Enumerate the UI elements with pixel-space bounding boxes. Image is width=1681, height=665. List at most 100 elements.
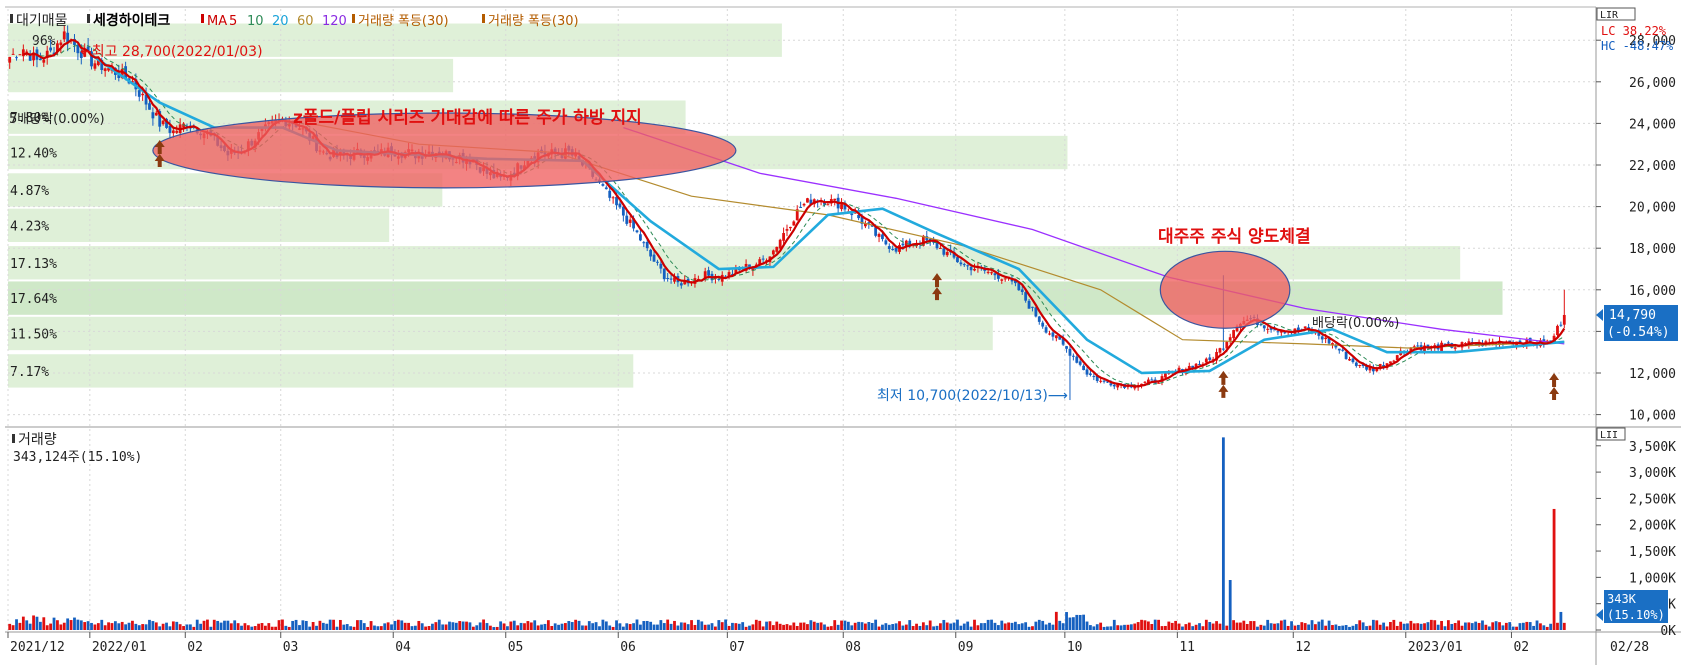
major-holder-annotation: 대주주 주식 양도체결 xyxy=(1158,227,1311,247)
candle-body-41 xyxy=(148,103,151,110)
volume-bar-50 xyxy=(178,624,182,630)
legend-stock-name[interactable]: 세경하이테크 xyxy=(93,12,170,29)
volume-bar-149 xyxy=(516,625,520,630)
candle-body-214 xyxy=(737,269,741,271)
volume-bar-182 xyxy=(628,624,632,630)
volume-bar-138 xyxy=(478,622,482,630)
candle-body-281 xyxy=(966,265,970,267)
candle-body-47 xyxy=(168,125,172,133)
volume-bar-86 xyxy=(301,620,305,630)
volume-bar-253 xyxy=(870,622,874,630)
candle-body-232 xyxy=(799,206,803,208)
candle-body-221 xyxy=(761,258,765,260)
volume-bar-411 xyxy=(1409,620,1413,630)
volume-bar-4 xyxy=(21,616,25,630)
volume-bar-336 xyxy=(1153,619,1157,630)
volume-bar-91 xyxy=(318,620,322,630)
price-tick-label-9: 10,000 xyxy=(1629,409,1676,424)
volume-bar-248 xyxy=(853,622,857,630)
volume-bar-361 xyxy=(1239,622,1242,630)
candle-body-247 xyxy=(850,213,854,216)
volume-bar-168 xyxy=(581,625,584,630)
volume-bar-52 xyxy=(185,624,189,630)
volume-bar-373 xyxy=(1279,620,1283,630)
time-tick-label-2: 02 xyxy=(187,640,203,655)
price-grid xyxy=(7,9,1596,632)
candle-body-15 xyxy=(59,42,63,46)
volume-bar-421 xyxy=(1443,626,1447,630)
volume-bar-451 xyxy=(1545,626,1549,630)
volume-bar-363 xyxy=(1245,623,1249,630)
candle-body-370 xyxy=(1269,327,1273,330)
volume-bar-200 xyxy=(690,620,693,630)
candle-body-396 xyxy=(1358,364,1362,366)
volume-bar-244 xyxy=(840,620,843,630)
volume-bar-22 xyxy=(83,622,87,630)
volume-bar-76 xyxy=(267,623,271,630)
volume-bar-418 xyxy=(1433,620,1437,630)
volume-bar-228 xyxy=(785,624,789,630)
candle-body-186 xyxy=(642,242,646,244)
volume-bar-156 xyxy=(540,624,543,630)
volume-bar-230 xyxy=(792,622,796,630)
candle-body-178 xyxy=(615,196,618,206)
volume-bar-448 xyxy=(1535,620,1539,630)
volume-bar-298 xyxy=(1024,622,1028,630)
lir-button[interactable] xyxy=(1596,7,1636,21)
volume-bar-186 xyxy=(642,621,646,630)
volume-bar-264 xyxy=(908,620,912,630)
volume-bar-310 xyxy=(1065,612,1068,630)
volume-bar-124 xyxy=(431,623,434,630)
candle-body-242 xyxy=(833,198,837,201)
candle-body-280 xyxy=(962,264,966,266)
candle-body-182 xyxy=(628,219,632,223)
volume-bar-413 xyxy=(1416,623,1420,630)
volume-bar-274 xyxy=(942,619,946,630)
volume-bar-354 xyxy=(1215,621,1218,630)
volume-bar-107 xyxy=(373,625,376,630)
volume-bar-259 xyxy=(891,624,895,630)
volume-bar-397 xyxy=(1361,622,1365,630)
candle-body-177 xyxy=(611,197,615,199)
volume-bar-113 xyxy=(393,620,397,630)
candle-body-289 xyxy=(993,273,997,276)
volume-bar-70 xyxy=(246,625,250,630)
supply-zone-label-0: 96% xyxy=(32,34,56,49)
lii-button[interactable] xyxy=(1596,427,1626,441)
volume-bar-322 xyxy=(1106,626,1109,630)
candle-body-359 xyxy=(1232,330,1236,339)
volume-bar-30 xyxy=(110,623,114,630)
volume-bar-144 xyxy=(499,621,503,630)
volume-bar-433 xyxy=(1484,624,1488,630)
candle-body-311 xyxy=(1068,348,1072,356)
volume-bar-63 xyxy=(223,620,226,630)
volume-bar-211 xyxy=(727,625,731,630)
volume-bar-233 xyxy=(802,622,806,630)
candle-body-378 xyxy=(1296,327,1300,331)
candle-body-337 xyxy=(1157,382,1161,384)
candle-body-355 xyxy=(1218,348,1222,353)
volume-bar-95 xyxy=(332,619,335,630)
legend-ma20: 20 xyxy=(272,14,289,29)
candle-body-407 xyxy=(1395,355,1399,361)
volume-bar-304 xyxy=(1044,624,1048,630)
candle-body-194 xyxy=(669,278,673,280)
volume-panel-value: 343,124주(15.10%) xyxy=(13,450,142,465)
volume-bar-80 xyxy=(281,619,284,630)
volume-bar-55 xyxy=(195,619,199,630)
volume-bar-11 xyxy=(45,625,49,630)
candle-body-318 xyxy=(1092,376,1096,378)
candle-body-233 xyxy=(802,203,806,206)
volume-bar-114 xyxy=(396,619,400,630)
volume-bar-148 xyxy=(512,620,516,630)
candle-body-310 xyxy=(1065,346,1068,349)
volume-bar-62 xyxy=(219,622,223,630)
volume-bar-388 xyxy=(1331,625,1334,630)
volume-bar-443 xyxy=(1518,623,1522,630)
volume-bar-112 xyxy=(390,624,393,630)
candle-body-357 xyxy=(1225,342,1229,349)
volume-bar-379 xyxy=(1300,622,1304,630)
candle-body-187 xyxy=(645,241,649,249)
volume-bar-400 xyxy=(1371,619,1375,630)
volume-bar-422 xyxy=(1446,620,1450,630)
